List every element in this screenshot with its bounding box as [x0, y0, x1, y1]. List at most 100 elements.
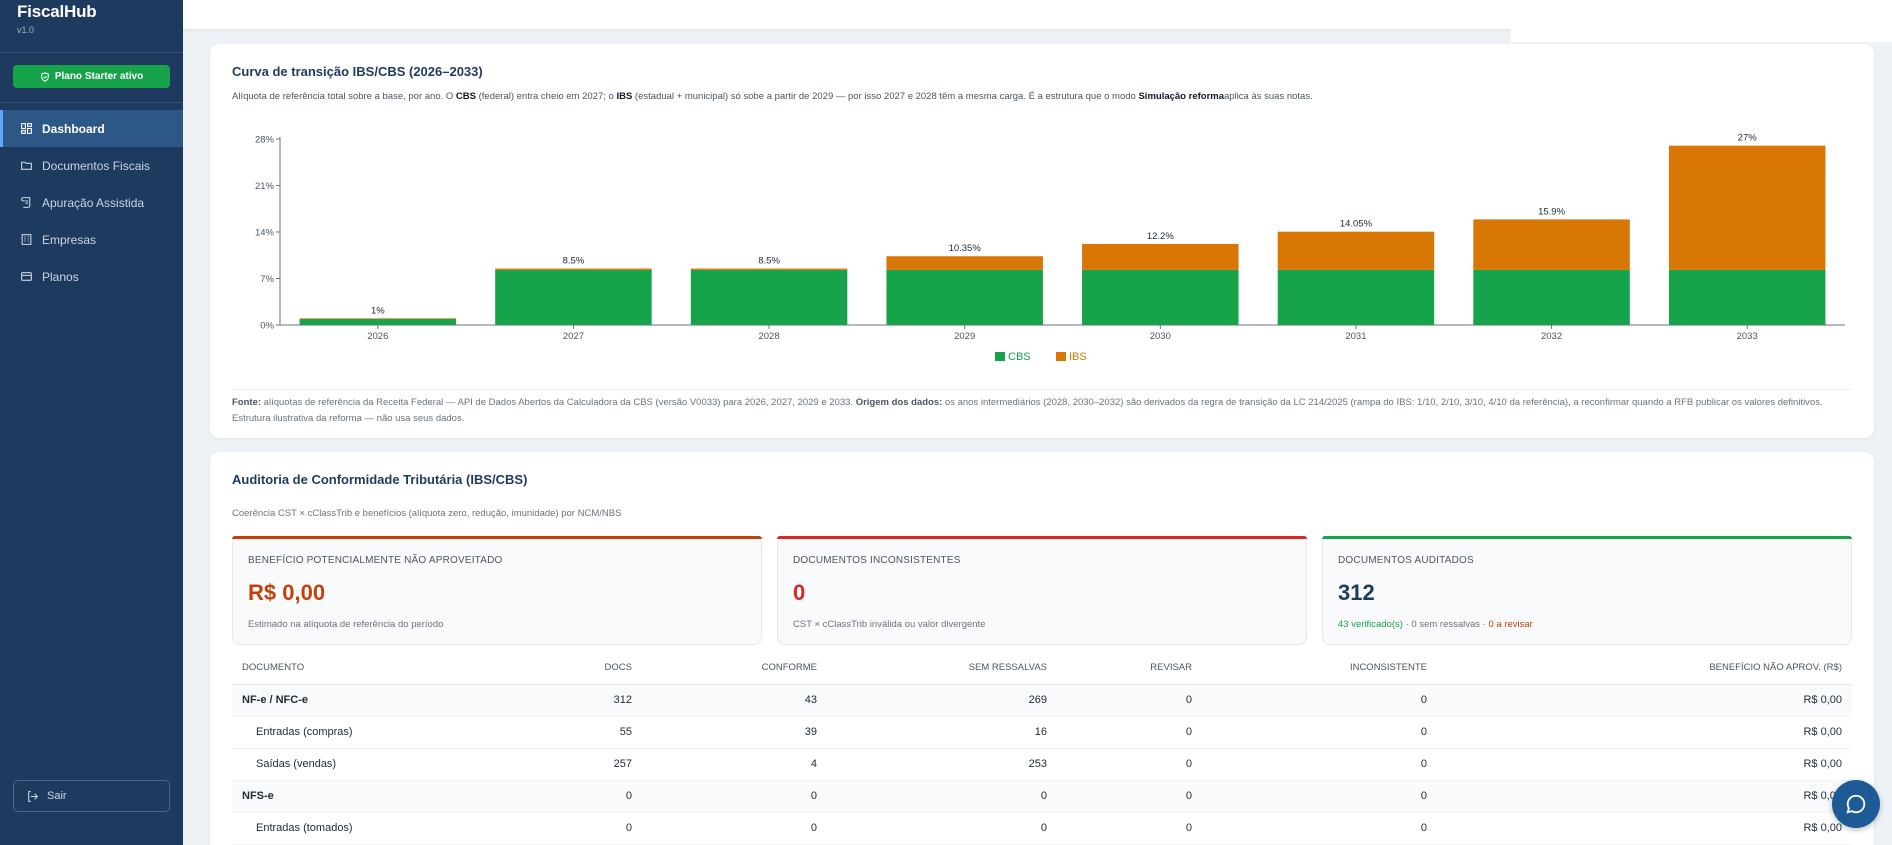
table-cell: 0: [827, 780, 1057, 813]
sidebar-item-dashboard[interactable]: Dashboard: [0, 110, 183, 147]
bar-total-label: 15.9%: [1538, 206, 1565, 217]
table-row[interactable]: NFS-e 0 0 0 0 0 R$ 0,00: [232, 780, 1852, 813]
bar-total-label: 8.5%: [563, 256, 585, 267]
row-label: Saídas (vendas): [232, 748, 532, 781]
table-cell: 0: [1057, 748, 1202, 781]
source-label: Origem dos dados:: [855, 397, 943, 408]
table-cell: R$ 0,00: [1437, 684, 1852, 717]
table-row[interactable]: Saídas (vendas) 257 4 253 0 0 R$ 0,00: [232, 748, 1852, 781]
table-cell: 0: [1057, 716, 1202, 749]
x-tick-label: 2031: [1345, 331, 1366, 342]
scroll-icon: [21, 197, 31, 208]
table-cell: 253: [827, 748, 1057, 781]
kpi-accent-bar: [777, 536, 1307, 539]
x-tick-label: 2027: [563, 331, 584, 342]
column-header[interactable]: REVISAR: [1057, 652, 1202, 685]
subtitle-text: (estadual + municipal) só sobe a partir …: [632, 91, 1139, 102]
card-title: Auditoria de Conformidade Tributária (IB…: [232, 472, 528, 487]
bar-total-label: 14.05%: [1340, 219, 1373, 230]
kpi-accent-bar: [1322, 536, 1852, 539]
table-cell: 312: [532, 684, 642, 717]
to-review-count: 0 a revisar: [1488, 619, 1533, 630]
column-header[interactable]: CONFORME: [642, 652, 827, 685]
plan-status-button[interactable]: Plano Starter ativo: [13, 65, 170, 88]
table-cell: 43: [642, 684, 827, 717]
bar-ibs-2029: [886, 256, 1043, 270]
kpi-label: DOCUMENTOS AUDITADOS: [1338, 555, 1474, 566]
table-cell: 257: [532, 748, 642, 781]
x-tick-label: 2032: [1541, 331, 1562, 342]
table-cell: 4: [642, 748, 827, 781]
y-tick-label: 7%: [260, 274, 274, 285]
bar-cbs-2030: [1082, 269, 1239, 325]
subtitle-emphasis: Simulação reforma: [1138, 91, 1225, 102]
app-version: v1.0: [17, 25, 35, 35]
table-row[interactable]: NF-e / NFC-e 312 43 269 0 0 R$ 0,00: [232, 684, 1852, 717]
app-logo: FiscalHub: [17, 2, 97, 21]
table-row[interactable]: Entradas (tomados) 0 0 0 0 0 R$ 0,00: [232, 812, 1852, 845]
column-header[interactable]: INCONSISTENTE: [1202, 652, 1437, 685]
sidebar-item-planos[interactable]: Planos: [0, 258, 183, 295]
row-label: Entradas (compras): [232, 716, 532, 749]
bar-cbs-2026: [299, 319, 457, 325]
top-bar-panel: [1511, 0, 1892, 42]
top-bar: [183, 0, 1511, 30]
y-tick-label: 14%: [255, 228, 275, 239]
sidebar-item-label: Empresas: [42, 232, 97, 247]
kpi-label: DOCUMENTOS INCONSISTENTES: [793, 555, 961, 566]
table-header-row: DOCUMENTO DOCS CONFORME SEM RESSALVAS RE…: [232, 652, 1852, 685]
table-cell: 39: [642, 716, 827, 749]
tax-compliance-audit-card: Auditoria de Conformidade Tributária (IB…: [210, 452, 1874, 845]
bar-ibs-2031: [1277, 231, 1435, 270]
table-row[interactable]: Entradas (compras) 55 39 16 0 0 R$ 0,00: [232, 716, 1852, 749]
bar-ibs-2033: [1668, 145, 1826, 270]
sidebar-nav: Dashboard Documentos Fiscais Apuração As…: [0, 110, 183, 295]
table-cell: 0: [827, 812, 1057, 845]
chat-button[interactable]: [1832, 780, 1880, 828]
subtitle-text: aplica às suas notas.: [1224, 91, 1313, 102]
sidebar: FiscalHub v1.0 Plano Starter ativo Dashb…: [0, 0, 183, 845]
sidebar-item-label: Planos: [42, 269, 79, 284]
bar-ibs-2027: [495, 268, 652, 270]
table-cell: 0: [1202, 780, 1437, 813]
bar-total-label: 8.5%: [758, 256, 780, 267]
table-cell: 55: [532, 716, 642, 749]
sidebar-item-empresas[interactable]: Empresas: [0, 221, 183, 258]
legend-label-cbs: CBS: [1008, 351, 1031, 363]
kpi-note: Estimado na alíquota de referência do pe…: [248, 619, 444, 630]
bar-cbs-2028: [690, 269, 848, 325]
kpi-value: R$ 0,00: [248, 580, 326, 605]
table-cell: 0: [1057, 684, 1202, 717]
row-label: NFS-e: [232, 780, 532, 813]
kpi-audited-docs: DOCUMENTOS AUDITADOS 312 43 verificado(s…: [1322, 536, 1852, 645]
column-header[interactable]: SEM RESSALVAS: [827, 652, 1057, 685]
x-tick-label: 2029: [954, 331, 975, 342]
column-header[interactable]: DOCS: [532, 652, 642, 685]
row-label: Entradas (tomados): [232, 812, 532, 845]
table-cell: 0: [1057, 812, 1202, 845]
table-cell: R$ 0,00: [1437, 716, 1852, 749]
column-header[interactable]: DOCUMENTO: [232, 652, 532, 685]
table-cell: 0: [642, 812, 827, 845]
divider: [0, 102, 183, 103]
table-cell: 0: [1202, 716, 1437, 749]
bar-total-label: 27%: [1738, 133, 1758, 144]
sidebar-item-apuracao-assistida[interactable]: Apuração Assistida: [0, 184, 183, 221]
kpi-note: CST × cClassTrib inválida ou valor diver…: [793, 619, 986, 630]
source-text: os anos intermediários (2028, 2030–2032)…: [232, 397, 1823, 424]
table-cell: 0: [642, 780, 827, 813]
card-icon: [21, 272, 32, 281]
dashboard-icon: [21, 123, 32, 134]
table-cell: 0: [1202, 812, 1437, 845]
subtitle-text: Alíquota de referência total sobre a bas…: [232, 91, 456, 102]
kpi-note-text: · 0 sem ressalvas ·: [1402, 619, 1489, 630]
kpi-note: 43 verificado(s) · 0 sem ressalvas · 0 a…: [1338, 619, 1533, 630]
logout-label: Sair: [47, 790, 67, 802]
sidebar-item-documentos-fiscais[interactable]: Documentos Fiscais: [0, 147, 183, 184]
legend-swatch-cbs: [995, 352, 1005, 361]
table-cell: 0: [532, 812, 642, 845]
column-header[interactable]: BENEFÍCIO NÃO APROV. (R$): [1437, 652, 1852, 685]
bar-ibs-2028: [690, 268, 848, 270]
logout-button[interactable]: Sair: [13, 780, 170, 812]
transition-curve-card: Curva de transição IBS/CBS (2026–2033) A…: [210, 44, 1874, 438]
